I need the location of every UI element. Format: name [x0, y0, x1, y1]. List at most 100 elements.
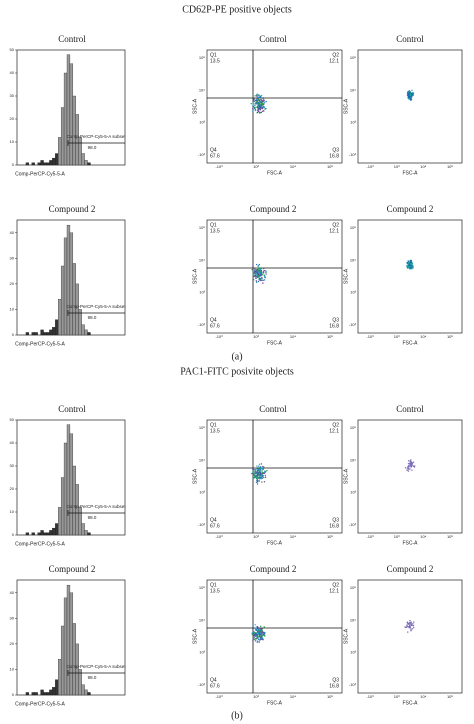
event-dot	[407, 460, 410, 462]
x-tick-label: 10⁵	[447, 334, 453, 339]
event-dot	[253, 638, 255, 640]
histogram-bar	[60, 107, 65, 166]
panel-title: Compound 2	[49, 204, 96, 214]
histogram-bar	[66, 424, 71, 536]
event-dot	[261, 475, 263, 477]
section-title: CD62P-PE positive objects	[182, 4, 292, 15]
histogram-bar	[46, 532, 50, 536]
y-tick-label: 10⁵	[199, 425, 205, 430]
y-axis-label: SSC-A	[343, 628, 349, 644]
event-dot	[256, 465, 258, 467]
y-tick-label: 10³	[199, 490, 205, 495]
event-dot	[264, 470, 267, 473]
event-dot	[412, 266, 414, 268]
y-tick-label: 10³	[350, 650, 356, 655]
panel-title: Control	[58, 34, 86, 44]
y-tick-label: -10³	[198, 152, 206, 157]
event-dot	[258, 633, 261, 636]
quadrant-value: 13.5	[210, 58, 220, 64]
histogram-bar	[46, 332, 50, 336]
event-dot	[264, 474, 266, 477]
histogram-bar	[46, 162, 50, 166]
event-dot	[253, 471, 256, 473]
plot-frame	[357, 49, 463, 164]
event-dot	[407, 465, 409, 468]
event-dot	[253, 632, 255, 635]
event-dot	[262, 476, 265, 479]
event-dot	[404, 467, 407, 469]
event-dot	[255, 635, 257, 637]
event-dot	[256, 98, 259, 101]
x-tick-label: 10⁴	[290, 694, 296, 699]
histogram-bar	[63, 72, 68, 166]
event-dot	[263, 272, 265, 274]
gate-value: 98.0	[88, 145, 97, 150]
event-dot	[254, 275, 256, 277]
y-tick-label: 10⁴	[199, 257, 205, 262]
y-tick-label: 10³	[350, 490, 356, 495]
event-dot	[252, 470, 255, 472]
x-tick-label: 10³	[253, 164, 259, 169]
event-dot	[260, 275, 262, 277]
x-axis-label: Comp-PerCP-Cy5-5-A	[15, 541, 65, 547]
y-tick-label: 10³	[199, 650, 205, 655]
quadrant-value: 12.1	[329, 228, 339, 234]
event-dot	[263, 626, 265, 628]
x-tick-label: -10³	[215, 694, 223, 699]
quadrant-name: Q3	[332, 317, 339, 323]
histogram-bar	[31, 332, 35, 336]
event-dot	[252, 271, 255, 273]
event-dot	[263, 466, 265, 468]
event-dot	[254, 633, 256, 635]
event-dot	[260, 637, 262, 640]
quadrant-name: Q3	[332, 517, 339, 523]
gate-label: Comp-PerCP-Cy5-5-A subset	[66, 504, 126, 509]
event-dot	[261, 107, 263, 110]
y-tick-label: 40	[10, 590, 15, 595]
event-dot	[256, 636, 258, 638]
histogram-bar	[37, 532, 41, 536]
event-dot	[262, 637, 264, 640]
y-tick-label: 10³	[350, 290, 356, 295]
event-dot	[252, 108, 254, 110]
x-axis-label: Comp-PerCP-Cy5-5-A	[15, 171, 65, 177]
y-tick-label: 10⁴	[199, 87, 205, 92]
event-dot	[257, 267, 260, 269]
x-axis-label: FSC-A	[267, 340, 283, 346]
y-tick-label: 10⁵	[350, 55, 356, 60]
event-dot	[260, 279, 262, 282]
event-dot	[409, 466, 411, 468]
histogram-bar	[31, 692, 35, 696]
histogram-bar	[55, 679, 59, 696]
plot-frame	[206, 219, 343, 334]
event-dot	[259, 111, 261, 114]
event-dot	[256, 629, 259, 632]
histogram-bar	[43, 162, 47, 166]
event-dot	[260, 101, 262, 104]
event-dot	[261, 470, 263, 472]
event-dot	[255, 277, 257, 279]
histogram-bar	[60, 265, 65, 336]
event-dot	[256, 467, 258, 470]
event-dot	[263, 274, 265, 276]
event-dot	[412, 625, 414, 627]
event-dot	[407, 631, 409, 633]
y-tick-label: 30	[10, 255, 15, 260]
event-dot	[410, 466, 413, 468]
quadrant-name: Q1	[210, 222, 217, 228]
event-dot	[258, 103, 260, 105]
x-axis-label: FSC-A	[267, 700, 283, 706]
histogram-bar	[84, 160, 88, 166]
y-axis-label: SSC-A	[343, 468, 349, 484]
x-tick-label: 10⁵	[327, 694, 333, 699]
event-dot	[260, 463, 263, 465]
quadrant-value: 67.6	[210, 683, 220, 689]
y-axis-label: SSC-A	[192, 468, 198, 484]
x-tick-label: 10⁵	[327, 334, 333, 339]
quadrant-value: 67.6	[210, 323, 220, 329]
event-dot	[254, 273, 256, 275]
event-dot	[263, 99, 265, 101]
histogram-bar	[25, 162, 30, 166]
event-dot	[260, 94, 263, 97]
quadrant-name: Q3	[332, 677, 339, 683]
